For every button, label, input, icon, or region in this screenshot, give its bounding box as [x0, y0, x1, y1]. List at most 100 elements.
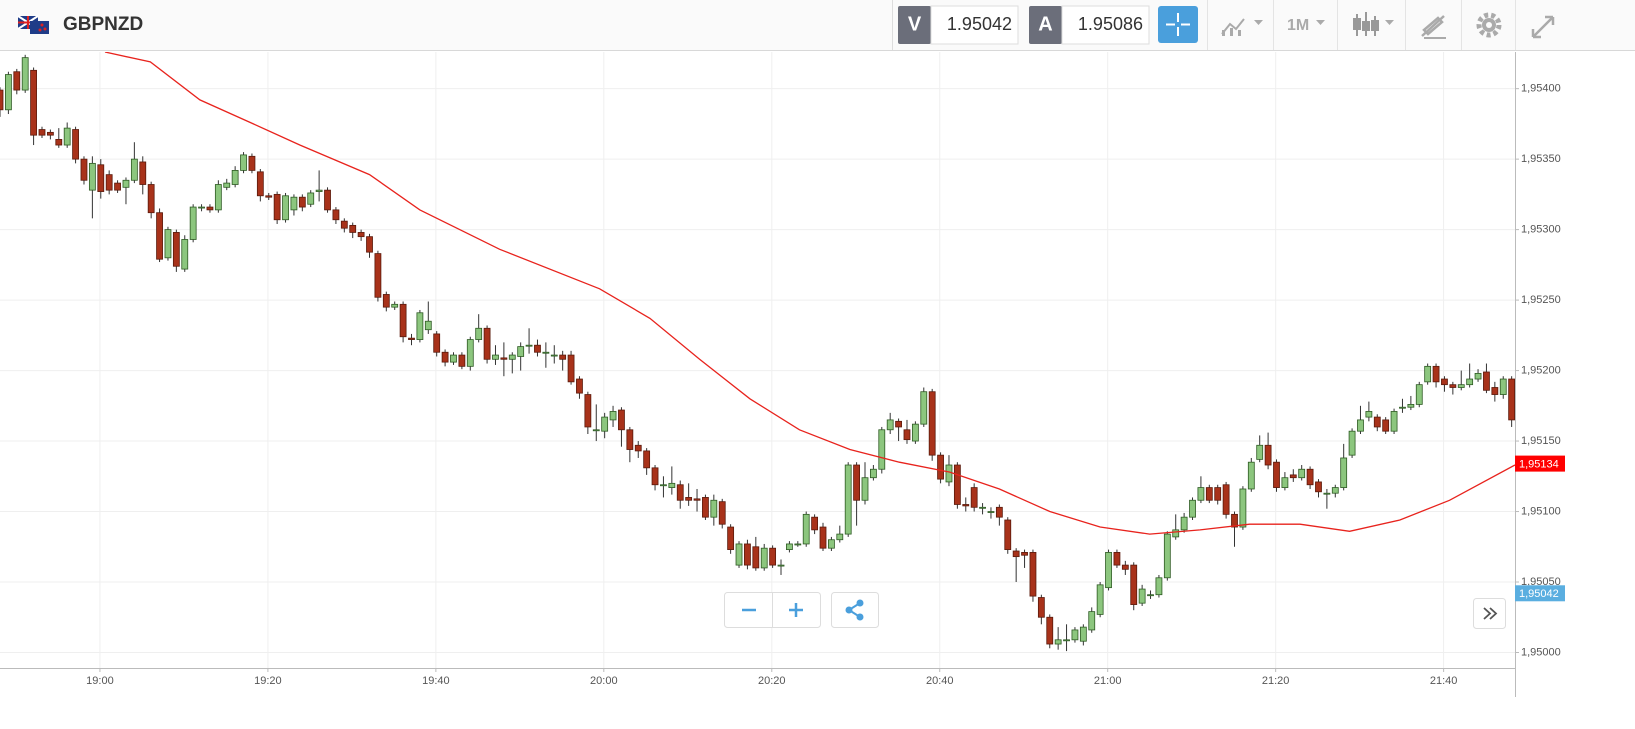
- candle-body: [769, 547, 777, 566]
- flag-icon: [17, 15, 49, 34]
- candle-body: [928, 391, 936, 456]
- y-tick-label: 1,95250: [1521, 294, 1561, 306]
- candle-body: [937, 454, 944, 480]
- candle-body: [1348, 430, 1356, 456]
- chart-type-button[interactable]: [1221, 18, 1263, 36]
- y-tick-label: 1,95350: [1521, 153, 1561, 165]
- candle-body: [1399, 406, 1406, 409]
- candle-body: [1273, 461, 1280, 488]
- bid-price: 1.95042: [947, 14, 1012, 34]
- y-tick-label: 1,95050: [1521, 576, 1561, 588]
- candle-body: [206, 206, 214, 211]
- sell-button[interactable]: V 1.95042: [898, 5, 1019, 45]
- candle-body: [1457, 384, 1465, 388]
- scroll-end-button[interactable]: [1473, 598, 1506, 629]
- candle-body: [63, 127, 71, 146]
- candle-body: [643, 450, 651, 469]
- candle-body: [240, 154, 247, 171]
- candle-body: [1029, 552, 1037, 597]
- candle-body: [214, 184, 222, 211]
- candle-body: [702, 497, 709, 518]
- candle-body: [1340, 457, 1348, 488]
- candle-body: [500, 357, 508, 360]
- candle-body: [1021, 552, 1028, 556]
- x-tick-label: 19:20: [254, 675, 282, 687]
- fullscreen-button[interactable]: [1531, 15, 1555, 39]
- candle-body: [1163, 533, 1171, 579]
- candle-body: [1205, 487, 1213, 501]
- x-tick-label: 21:00: [1094, 675, 1122, 687]
- candle-body: [307, 192, 315, 205]
- candle-body: [844, 464, 852, 535]
- candle-body: [710, 499, 718, 518]
- candle-body: [164, 229, 172, 259]
- candle-body: [953, 464, 961, 505]
- draw-button[interactable]: [1421, 15, 1446, 39]
- candle-body: [727, 526, 735, 550]
- candle-body: [1474, 372, 1482, 380]
- candle-body: [0, 89, 4, 111]
- candle-body: [1449, 384, 1457, 388]
- candle-body: [1138, 588, 1146, 604]
- candle-body: [735, 543, 743, 566]
- candle-body: [1197, 487, 1205, 501]
- candle-body: [668, 482, 676, 488]
- candle-body: [1071, 629, 1079, 641]
- candle-body: [1147, 594, 1154, 597]
- candle-body: [1306, 468, 1314, 486]
- candle-body: [172, 232, 180, 267]
- candle-body: [601, 416, 609, 432]
- price-tag: [1515, 585, 1565, 602]
- x-tick-label: 21:20: [1262, 675, 1290, 687]
- candle-body: [886, 419, 894, 431]
- share-button[interactable]: [845, 599, 864, 621]
- candle-body: [1088, 611, 1096, 631]
- ask-label: A: [1038, 13, 1052, 35]
- x-tick-label: 21:40: [1430, 675, 1458, 687]
- candle-body: [1172, 529, 1180, 538]
- candle-body: [1407, 404, 1415, 408]
- candle-body: [450, 354, 457, 363]
- timeframe-button[interactable]: 1M: [1287, 17, 1325, 34]
- candle-body: [534, 344, 541, 353]
- buy-button[interactable]: A 1.95086: [1029, 5, 1150, 45]
- candle-body: [223, 182, 231, 188]
- candle-body: [853, 464, 860, 501]
- candle-body: [836, 533, 844, 541]
- candle-body: [660, 484, 667, 487]
- candle-body: [1096, 584, 1104, 615]
- candle-body: [1113, 552, 1121, 566]
- candle-body: [475, 327, 483, 340]
- settings-button[interactable]: [1476, 12, 1502, 38]
- candle-body: [97, 164, 105, 192]
- zoom-in-button[interactable]: [789, 603, 803, 617]
- candle-body: [1214, 487, 1222, 501]
- candle-body: [819, 526, 827, 549]
- candle-body: [1239, 488, 1247, 528]
- candle-body: [676, 484, 684, 501]
- candle-body: [1415, 384, 1423, 405]
- candle-body: [248, 155, 256, 171]
- candle-body: [878, 429, 886, 470]
- crosshair-button[interactable]: [1158, 6, 1198, 43]
- toolbar: GBPNZD V 1.95042 A 1.95086 1M: [0, 0, 1635, 51]
- candle-style-button[interactable]: [1353, 12, 1394, 36]
- candle-body: [332, 209, 340, 221]
- candle-body: [618, 409, 625, 431]
- share-box: [831, 592, 879, 628]
- candle-body: [920, 391, 928, 425]
- candle-body: [744, 543, 751, 566]
- candle-body: [1298, 468, 1306, 479]
- candle-body: [181, 239, 189, 270]
- candle-body: [1365, 411, 1373, 418]
- candle-body: [752, 546, 760, 569]
- candle-body: [1037, 597, 1045, 618]
- candle-body: [1323, 492, 1331, 495]
- axes: 1,95000 1,95050 1,95100 1,95150 1,95200 1,952…: [86, 83, 1565, 687]
- candle-body: [1012, 550, 1020, 558]
- candle-body: [1079, 626, 1087, 642]
- candle-body: [1046, 616, 1054, 645]
- candle-body: [72, 129, 79, 160]
- candle-body: [156, 212, 163, 260]
